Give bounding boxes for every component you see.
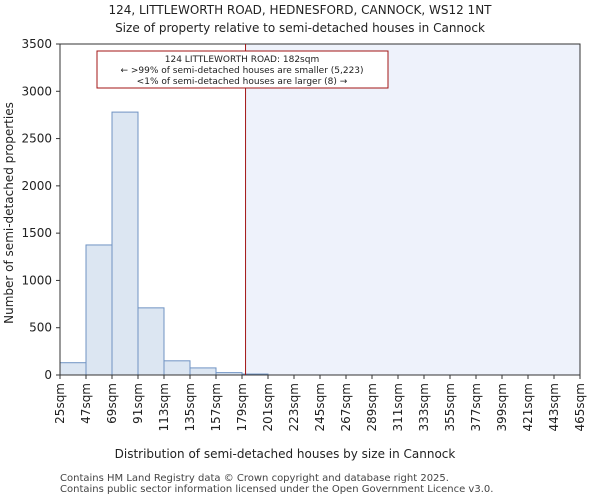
y-tick-label: 500 [29, 321, 52, 335]
x-tick-label: 245sqm [313, 383, 327, 431]
y-tick-label: 1000 [21, 273, 52, 287]
bar-25sqm [59, 362, 87, 376]
x-tick-label: 443sqm [547, 383, 561, 431]
x-tick-label: 91sqm [131, 383, 145, 424]
x-tick-label: 179sqm [235, 383, 249, 431]
x-tick-label: 113sqm [157, 383, 171, 431]
x-tick-label: 311sqm [391, 383, 405, 431]
annotation-line-3: <1% of semi-detached houses are larger (… [137, 77, 348, 87]
annotation-line-1: 124 LITTLEWORTH ROAD: 182sqm [165, 55, 319, 65]
bar-113sqm [163, 360, 191, 376]
y-tick-label: 2000 [21, 179, 52, 193]
annotation-box: 124 LITTLEWORTH ROAD: 182sqm ← >99% of s… [96, 50, 389, 89]
annotation-line-2: ← >99% of semi-detached houses are small… [120, 66, 363, 76]
x-tick-label: 135sqm [183, 383, 197, 431]
y-tick-label: 3000 [21, 84, 52, 98]
y-tick-label: 2500 [21, 132, 52, 146]
chart-title: 124, LITTLEWORTH ROAD, HEDNESFORD, CANNO… [108, 3, 492, 17]
footer-line-1: Contains HM Land Registry data © Crown c… [60, 473, 449, 484]
chart-subtitle: Size of property relative to semi-detach… [115, 21, 485, 35]
y-tick-label: 1500 [21, 226, 52, 240]
x-tick-label: 223sqm [287, 383, 301, 431]
y-tick-label: 3500 [21, 37, 52, 51]
x-tick-label: 201sqm [261, 383, 275, 431]
bar-69sqm [111, 111, 139, 376]
x-tick-label: 69sqm [105, 383, 119, 424]
bar-91sqm [137, 307, 165, 376]
x-tick-label: 399sqm [495, 383, 509, 431]
x-tick-label: 355sqm [443, 383, 457, 431]
x-tick-label: 157sqm [209, 383, 223, 431]
highlight-region [245, 44, 580, 375]
x-tick-label: 333sqm [417, 383, 431, 431]
x-tick-label: 289sqm [365, 383, 379, 431]
x-tick-label: 47sqm [79, 383, 93, 424]
x-tick-label: 25sqm [53, 383, 67, 424]
bar-135sqm [189, 367, 217, 376]
y-axis-label: Number of semi-detached properties [2, 102, 16, 324]
annotation-frame [96, 50, 389, 89]
x-tick-label: 421sqm [521, 383, 535, 431]
x-tick-label: 377sqm [469, 383, 483, 431]
x-tick-label: 465sqm [573, 383, 587, 431]
x-axis-label: Distribution of semi-detached houses by … [115, 447, 456, 461]
y-tick-label: 0 [44, 368, 52, 382]
footer-line-2: Contains public sector information licen… [60, 484, 494, 495]
bar-47sqm [85, 244, 113, 376]
x-tick-label: 267sqm [339, 383, 353, 431]
